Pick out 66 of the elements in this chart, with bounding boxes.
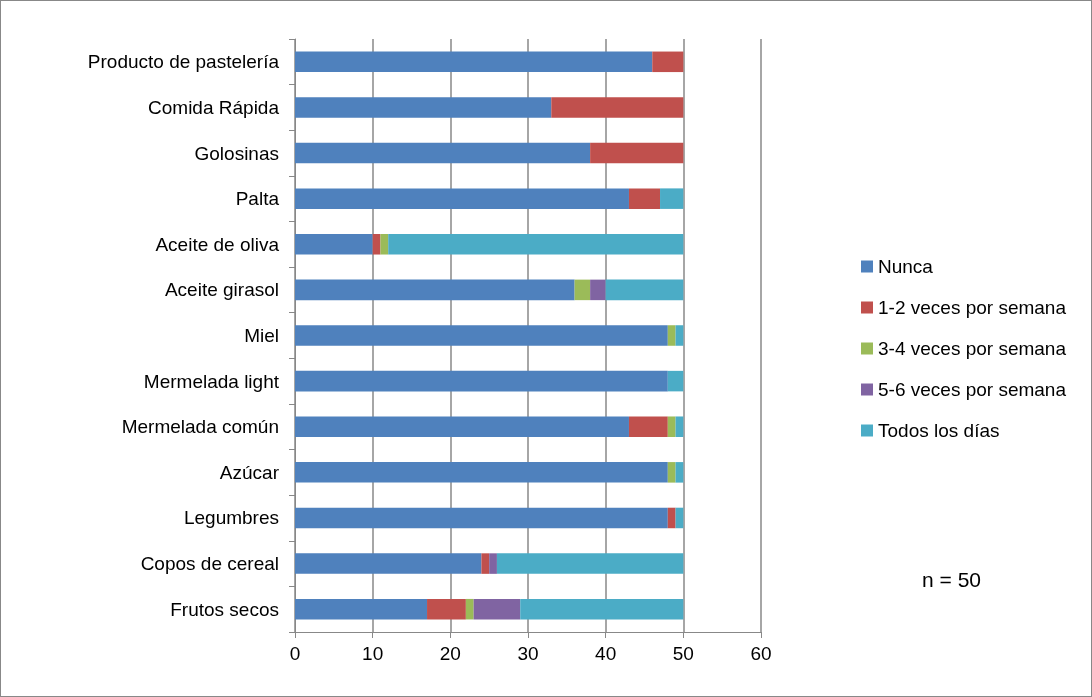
bar bbox=[628, 416, 668, 437]
bar bbox=[660, 188, 684, 209]
y-tick-label: Legumbres bbox=[183, 507, 279, 529]
bar bbox=[295, 97, 552, 118]
bar bbox=[295, 188, 629, 209]
y-tick-label: Azúcar bbox=[219, 461, 280, 483]
y-tick-label: Mermelada común bbox=[121, 416, 279, 438]
bar bbox=[380, 234, 389, 255]
y-tick-label: Mermelada light bbox=[143, 370, 280, 392]
legend-label: 1-2 veces por semana bbox=[878, 297, 1067, 318]
bar bbox=[295, 279, 575, 301]
x-tick-label: 60 bbox=[750, 643, 772, 664]
y-tick-label: Comida Rápida bbox=[148, 96, 280, 118]
bar bbox=[295, 598, 428, 620]
y-tick-label: Producto de pastelería bbox=[87, 51, 280, 73]
legend-label: 3-4 veces por semana bbox=[878, 338, 1067, 359]
bar bbox=[295, 142, 591, 164]
legend-label: Todos los días bbox=[878, 420, 1000, 441]
bar bbox=[675, 462, 684, 483]
y-tick-label: Miel bbox=[244, 325, 279, 346]
bar bbox=[496, 553, 684, 574]
bar bbox=[465, 598, 474, 620]
bar bbox=[628, 188, 661, 209]
legend-label: 5-6 veces por semana bbox=[878, 379, 1067, 400]
bar bbox=[520, 598, 684, 620]
text: n = 50 bbox=[922, 568, 982, 591]
x-tick-label: 40 bbox=[595, 643, 617, 664]
bar bbox=[388, 234, 684, 255]
bar bbox=[295, 51, 653, 73]
x-tick-label: 20 bbox=[439, 643, 461, 664]
y-tick-label: Aceite de oliva bbox=[155, 233, 280, 255]
x-tick-label: 30 bbox=[517, 643, 539, 664]
y-tick-label: Frutos secos bbox=[170, 598, 279, 620]
bar bbox=[667, 507, 676, 529]
x-tick-label: 10 bbox=[362, 643, 384, 664]
x-tick-label: 0 bbox=[289, 643, 301, 664]
bar bbox=[605, 279, 684, 301]
bar bbox=[652, 51, 684, 73]
legend-label: Nunca bbox=[878, 256, 934, 277]
bar bbox=[295, 553, 482, 574]
bar bbox=[675, 325, 684, 346]
bar bbox=[590, 142, 684, 164]
bar bbox=[295, 234, 373, 255]
bar bbox=[473, 598, 521, 620]
bar bbox=[574, 279, 591, 301]
bar bbox=[295, 325, 668, 346]
bar bbox=[372, 234, 381, 255]
bar bbox=[295, 462, 668, 483]
y-tick-label: Copos de cereal bbox=[140, 553, 279, 575]
y-tick-label: Aceite girasol bbox=[164, 279, 279, 301]
bar bbox=[295, 370, 668, 392]
bar bbox=[667, 462, 676, 483]
bar bbox=[427, 598, 466, 620]
bar bbox=[295, 416, 629, 437]
bar bbox=[590, 279, 606, 301]
bar bbox=[481, 553, 490, 574]
bar bbox=[489, 553, 497, 574]
y-tick-label: Palta bbox=[235, 188, 280, 210]
bar bbox=[667, 325, 676, 346]
bar bbox=[675, 416, 684, 437]
bar bbox=[295, 507, 668, 529]
x-tick-label: 50 bbox=[672, 643, 694, 664]
bar bbox=[667, 370, 684, 392]
bar bbox=[551, 97, 684, 118]
bar bbox=[667, 416, 676, 437]
y-tick-label: Golosinas bbox=[194, 142, 279, 164]
